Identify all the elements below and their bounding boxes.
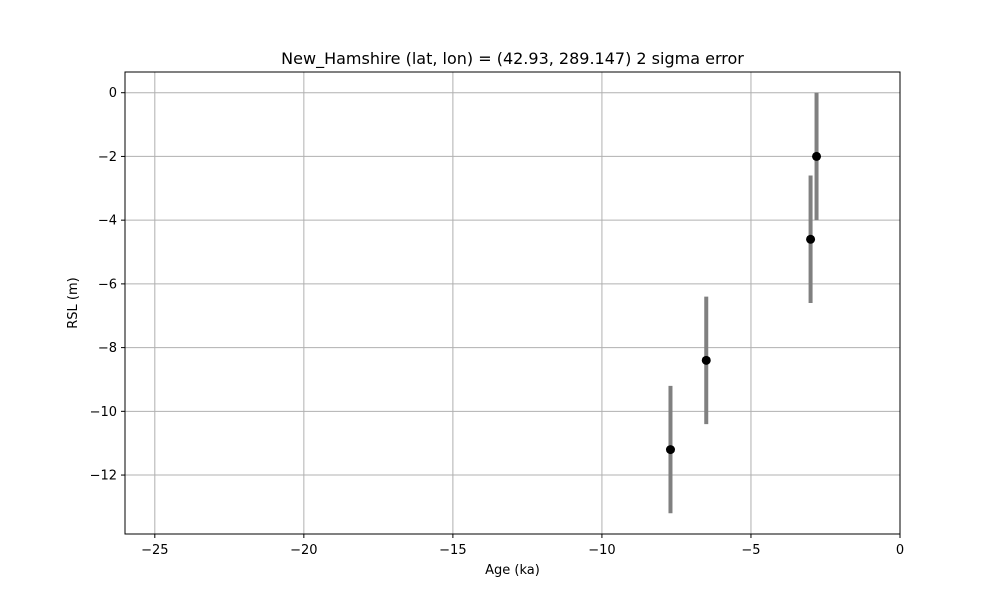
y-tick-label: −6 xyxy=(98,277,117,292)
x-tick-label: 0 xyxy=(896,543,904,558)
data-point xyxy=(812,151,822,161)
axis-ticks: −25 −20 −15 −10 −5 0 0 −2 −4 −6 −8 −10 −12 xyxy=(90,86,905,558)
y-axis-label: RSL (m) xyxy=(66,277,81,328)
y-tick-label: −4 xyxy=(98,214,117,229)
x-tick-label: −15 xyxy=(439,543,466,558)
plot-frame xyxy=(124,71,901,535)
x-tick-label: −5 xyxy=(741,543,760,558)
y-tick-label: −8 xyxy=(98,341,117,356)
data-point xyxy=(665,445,675,455)
x-axis-label: Age (ka) xyxy=(485,563,540,578)
chart-title: New_Hamshire (lat, lon) = (42.93, 289.14… xyxy=(281,49,744,69)
y-tick-label: −2 xyxy=(98,150,117,165)
x-tick-label: −25 xyxy=(141,543,168,558)
x-tick-label: −20 xyxy=(290,543,317,558)
data-points xyxy=(665,151,822,455)
y-tick-label: −12 xyxy=(90,469,117,484)
y-tick-label: −10 xyxy=(90,405,117,420)
y-tick-label: 0 xyxy=(109,86,117,101)
data-point xyxy=(806,234,816,244)
data-point xyxy=(701,355,711,365)
x-tick-label: −10 xyxy=(588,543,615,558)
